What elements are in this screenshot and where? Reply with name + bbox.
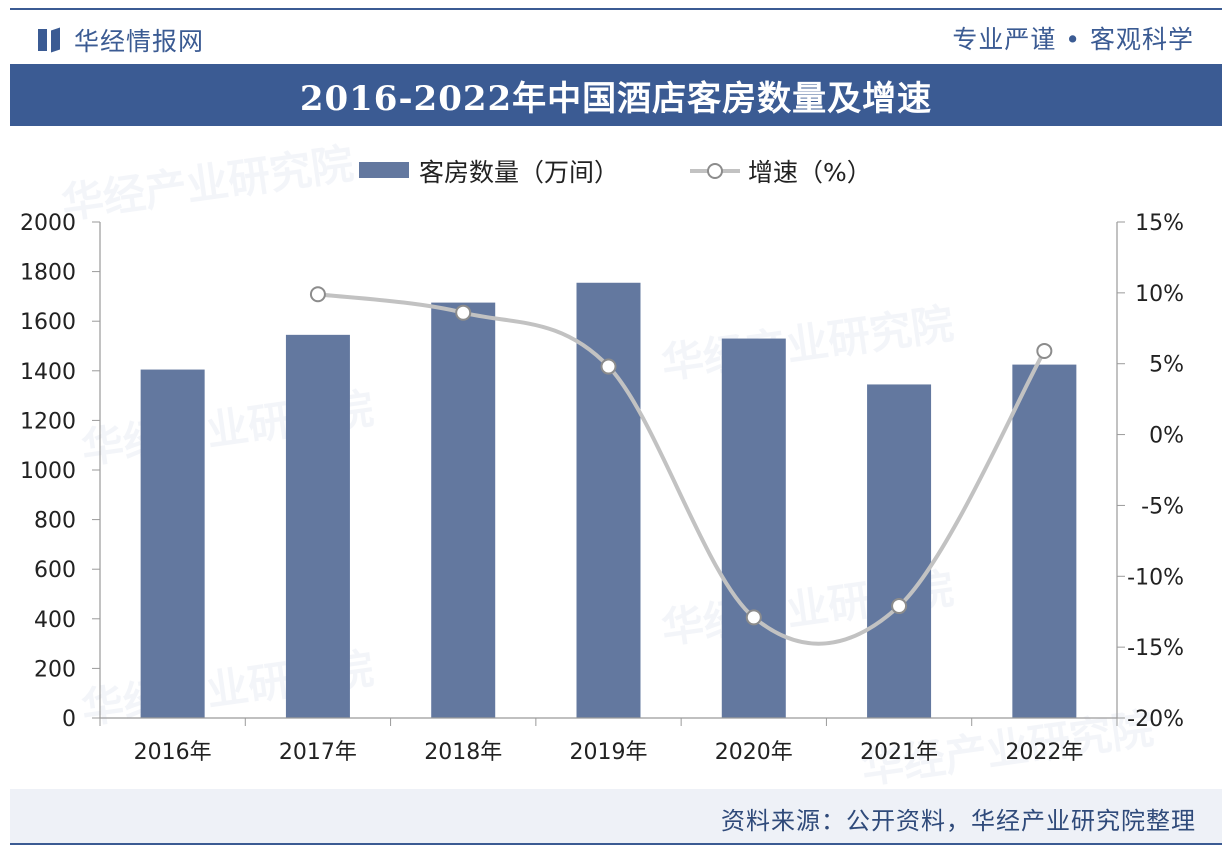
brand-name: 华经情报网 — [74, 27, 205, 56]
legend-line-label: 增速（%） — [748, 158, 872, 187]
y-tick-label: 1400 — [20, 360, 76, 385]
y2-tick-label: -20% — [1127, 707, 1184, 732]
growth-point — [309, 286, 326, 303]
y-tick-label: 1600 — [20, 310, 76, 335]
slogan: 专业严谨 • 客观科学 — [952, 25, 1194, 54]
legend-bar-swatch — [359, 162, 409, 178]
growth-point — [745, 609, 762, 626]
bar — [576, 282, 641, 718]
bar — [867, 384, 932, 718]
growth-point — [455, 304, 472, 321]
bar — [431, 302, 496, 718]
growth-line — [315, 292, 1047, 646]
bar — [140, 369, 205, 718]
x-tick-label: 2019年 — [570, 740, 648, 765]
x-tick-label: 2021年 — [860, 740, 938, 765]
legend-bar-label: 客房数量（万间） — [419, 158, 619, 187]
bar — [285, 334, 350, 718]
y2-tick-label: 5% — [1149, 353, 1184, 378]
bar — [1012, 364, 1077, 718]
x-tick-label: 2017年 — [279, 740, 357, 765]
y2-tick-label: 0% — [1149, 424, 1184, 449]
y-tick-label: 400 — [34, 608, 76, 633]
y-tick-label: 2000 — [20, 211, 76, 236]
bar — [721, 338, 786, 718]
y2-tick-label: 10% — [1135, 282, 1184, 307]
growth-point — [1036, 342, 1053, 359]
y2-tick-label: -10% — [1127, 565, 1184, 590]
x-tick-label: 2022年 — [1005, 740, 1083, 765]
source-note: 资料来源：公开资料，华经产业研究院整理 — [721, 807, 1196, 835]
legend-line-marker — [707, 163, 723, 179]
y-tick-label: 800 — [34, 509, 76, 534]
brand-logo-icon — [38, 27, 64, 53]
y2-tick-label: -5% — [1141, 494, 1184, 519]
y2-tick-label: -15% — [1127, 636, 1184, 661]
y-tick-label: 200 — [34, 657, 76, 682]
x-tick-label: 2020年 — [715, 740, 793, 765]
chart-title-bar: 2016-2022年中国酒店客房数量及增速 — [10, 64, 1222, 126]
y-tick-label: 1800 — [20, 261, 76, 286]
chart-title: 2016-2022年中国酒店客房数量及增速 — [299, 78, 933, 119]
top-rule — [10, 8, 1222, 10]
growth-point — [891, 598, 908, 615]
brand: 华经情报网 — [38, 22, 204, 58]
y-tick-label: 1000 — [20, 459, 76, 484]
y-tick-label: 0 — [62, 707, 76, 732]
x-tick-label: 2018年 — [424, 740, 502, 765]
y-tick-label: 1200 — [20, 409, 76, 434]
footer: 资料来源：公开资料，华经产业研究院整理 — [10, 789, 1222, 845]
x-tick-label: 2016年 — [134, 740, 212, 765]
y-tick-label: 600 — [34, 558, 76, 583]
growth-point — [600, 358, 617, 375]
y2-tick-label: 15% — [1135, 211, 1184, 236]
